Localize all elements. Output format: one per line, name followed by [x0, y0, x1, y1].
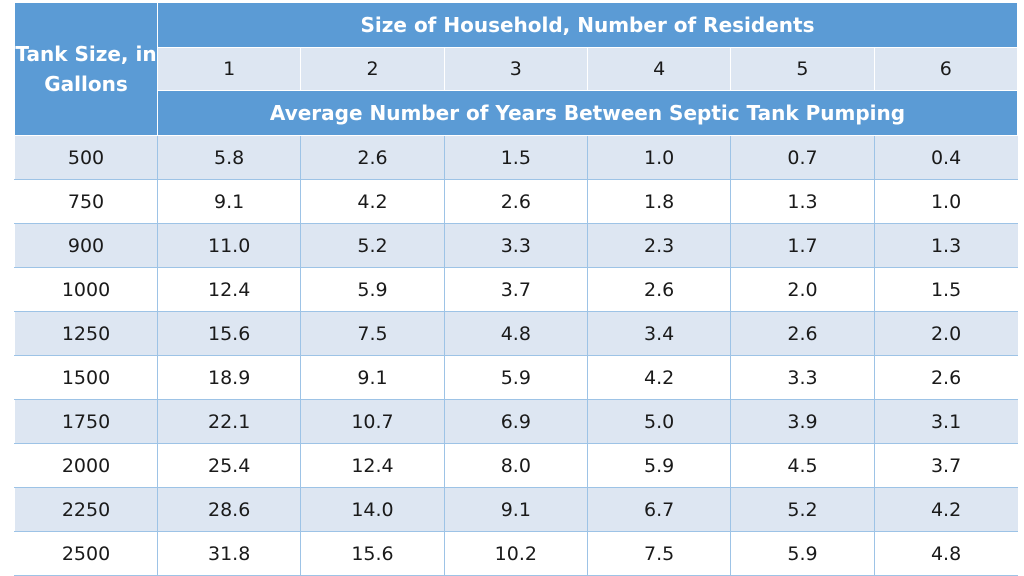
table-row: 1000 12.4 5.9 3.7 2.6 2.0 1.5: [14, 267, 1018, 312]
years-value-cell: 5.8: [156, 135, 302, 180]
tank-size-cell: 2500: [14, 531, 158, 576]
tank-size-cell: 1750: [14, 399, 158, 444]
years-value-cell: 1.3: [730, 179, 875, 224]
years-value-cell: 2.0: [873, 311, 1018, 356]
years-value-cell: 1.7: [730, 223, 875, 268]
years-between-pumping-header: Average Number of Years Between Septic T…: [157, 90, 1018, 136]
years-value-cell: 4.5: [730, 443, 875, 488]
years-value-cell: 18.9: [156, 355, 302, 400]
tank-size-cell: 1000: [14, 267, 158, 312]
years-value-cell: 1.0: [586, 135, 732, 180]
years-value-cell: 5.2: [300, 223, 445, 268]
years-value-cell: 3.7: [443, 267, 588, 312]
years-value-cell: 15.6: [156, 311, 302, 356]
years-value-cell: 22.1: [156, 399, 302, 444]
column-header-residents-6: 6: [873, 47, 1019, 91]
years-value-cell: 15.6: [300, 531, 445, 576]
years-value-cell: 9.1: [443, 487, 588, 532]
years-value-cell: 3.1: [873, 399, 1018, 444]
years-value-cell: 3.4: [586, 311, 732, 356]
years-value-cell: 14.0: [300, 487, 445, 532]
years-value-cell: 2.6: [730, 311, 875, 356]
table-row: 1750 22.1 10.7 6.9 5.0 3.9 3.1: [14, 399, 1018, 444]
years-value-cell: 5.9: [730, 531, 875, 576]
years-value-cell: 28.6: [156, 487, 302, 532]
tank-size-cell: 2250: [14, 487, 158, 532]
years-value-cell: 9.1: [300, 355, 445, 400]
tank-size-header: Tank Size, in Gallons: [14, 2, 158, 136]
years-value-cell: 9.1: [156, 179, 302, 224]
years-value-cell: 4.2: [586, 355, 732, 400]
years-value-cell: 25.4: [156, 443, 302, 488]
column-header-residents-1: 1: [156, 47, 302, 91]
years-value-cell: 5.9: [300, 267, 445, 312]
years-value-cell: 6.9: [443, 399, 588, 444]
years-value-cell: 1.5: [873, 267, 1018, 312]
years-value-cell: 0.4: [873, 135, 1018, 180]
years-value-cell: 3.3: [730, 355, 875, 400]
years-value-cell: 12.4: [300, 443, 445, 488]
table-row: 1500 18.9 9.1 5.9 4.2 3.3 2.6: [14, 355, 1018, 400]
years-value-cell: 3.7: [873, 443, 1018, 488]
column-header-residents-4: 4: [586, 47, 732, 91]
household-size-header: Size of Household, Number of Residents: [157, 2, 1018, 48]
years-value-cell: 4.2: [300, 179, 445, 224]
years-value-cell: 5.9: [443, 355, 588, 400]
years-value-cell: 5.0: [586, 399, 732, 444]
years-value-cell: 2.6: [443, 179, 588, 224]
years-value-cell: 6.7: [586, 487, 732, 532]
years-value-cell: 5.2: [730, 487, 875, 532]
table-row: 2000 25.4 12.4 8.0 5.9 4.5 3.7: [14, 443, 1018, 488]
table-row: 750 9.1 4.2 2.6 1.8 1.3 1.0: [14, 179, 1018, 224]
septic-pumping-table: Tank Size, in Gallons Size of Household,…: [14, 2, 1019, 576]
tank-size-cell: 500: [14, 135, 158, 180]
years-value-cell: 1.8: [586, 179, 732, 224]
years-value-cell: 2.6: [873, 355, 1018, 400]
years-value-cell: 1.3: [873, 223, 1018, 268]
years-value-cell: 4.2: [873, 487, 1018, 532]
table-row: 500 5.8 2.6 1.5 1.0 0.7 0.4: [14, 135, 1018, 180]
tank-size-cell: 2000: [14, 443, 158, 488]
table-row: 1250 15.6 7.5 4.8 3.4 2.6 2.0: [14, 311, 1018, 356]
years-value-cell: 2.6: [300, 135, 445, 180]
tank-size-cell: 750: [14, 179, 158, 224]
column-header-residents-2: 2: [300, 47, 445, 91]
years-value-cell: 2.6: [586, 267, 732, 312]
tank-size-cell: 900: [14, 223, 158, 268]
years-value-cell: 3.3: [443, 223, 588, 268]
years-value-cell: 3.9: [730, 399, 875, 444]
years-value-cell: 11.0: [156, 223, 302, 268]
column-header-residents-3: 3: [443, 47, 588, 91]
years-value-cell: 10.2: [443, 531, 588, 576]
years-value-cell: 31.8: [156, 531, 302, 576]
table-row: 2250 28.6 14.0 9.1 6.7 5.2 4.2: [14, 487, 1018, 532]
years-value-cell: 7.5: [586, 531, 732, 576]
years-value-cell: 1.5: [443, 135, 588, 180]
years-value-cell: 2.0: [730, 267, 875, 312]
years-value-cell: 10.7: [300, 399, 445, 444]
years-value-cell: 0.7: [730, 135, 875, 180]
table-row: 900 11.0 5.2 3.3 2.3 1.7 1.3: [14, 223, 1018, 268]
column-header-residents-5: 5: [730, 47, 875, 91]
years-value-cell: 7.5: [300, 311, 445, 356]
tank-size-cell: 1250: [14, 311, 158, 356]
years-value-cell: 2.3: [586, 223, 732, 268]
years-value-cell: 5.9: [586, 443, 732, 488]
years-value-cell: 12.4: [156, 267, 302, 312]
table-row: 2500 31.8 15.6 10.2 7.5 5.9 4.8: [14, 531, 1018, 576]
years-value-cell: 8.0: [443, 443, 588, 488]
years-value-cell: 1.0: [873, 179, 1018, 224]
years-value-cell: 4.8: [873, 531, 1018, 576]
years-value-cell: 4.8: [443, 311, 588, 356]
tank-size-cell: 1500: [14, 355, 158, 400]
